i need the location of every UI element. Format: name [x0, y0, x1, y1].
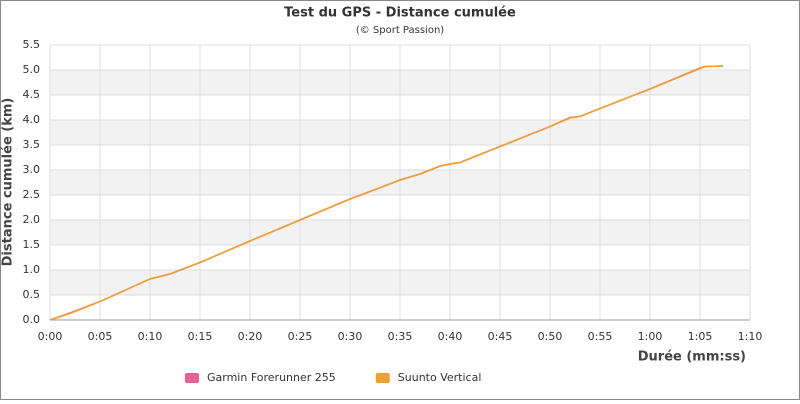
- x-tick-label: 0:05: [88, 330, 113, 343]
- x-tick-label: 0:40: [438, 330, 463, 343]
- y-axis-label: Distance cumulée (km): [1, 98, 16, 267]
- x-tick-label: 0:35: [388, 330, 413, 343]
- y-tick-label: 4.5: [23, 88, 41, 101]
- x-tick-label: 1:05: [688, 330, 713, 343]
- x-tick-label: 0:20: [238, 330, 263, 343]
- legend-label: Suunto Vertical: [398, 371, 482, 384]
- y-tick-label: 2.0: [23, 213, 41, 226]
- x-tick-label: 1:00: [638, 330, 663, 343]
- x-tick-label: 0:55: [588, 330, 613, 343]
- chart-title: Test du GPS - Distance cumulée: [284, 6, 516, 21]
- x-tick-label: 0:15: [188, 330, 213, 343]
- legend-swatch: [185, 373, 199, 383]
- y-tick-label: 1.0: [23, 263, 41, 276]
- y-tick-label: 4.0: [23, 113, 41, 126]
- x-tick-label: 0:25: [288, 330, 313, 343]
- y-tick-label: 3.5: [23, 138, 41, 151]
- y-tick-label: 0.0: [23, 313, 41, 326]
- x-tick-label: 0:30: [338, 330, 363, 343]
- chart-subtitle: (© Sport Passion): [356, 25, 444, 36]
- x-tick-label: 1:10: [738, 330, 763, 343]
- x-tick-label: 0:10: [138, 330, 163, 343]
- x-axis-label: Durée (mm:ss): [638, 350, 746, 365]
- legend-swatch: [375, 373, 390, 383]
- y-tick-label: 5.5: [23, 38, 41, 51]
- x-tick-label: 0:50: [538, 330, 563, 343]
- legend-label: Garmin Forerunner 255: [207, 371, 336, 384]
- y-tick-label: 2.5: [23, 188, 41, 201]
- x-tick-label: 0:45: [488, 330, 513, 343]
- series-line: [49, 65, 724, 321]
- y-tick-label: 0.5: [23, 288, 41, 301]
- y-tick-label: 5.0: [23, 63, 41, 76]
- y-tick-label: 1.5: [23, 238, 41, 251]
- x-tick-label: 0:00: [38, 330, 63, 343]
- y-tick-label: 3.0: [23, 163, 41, 176]
